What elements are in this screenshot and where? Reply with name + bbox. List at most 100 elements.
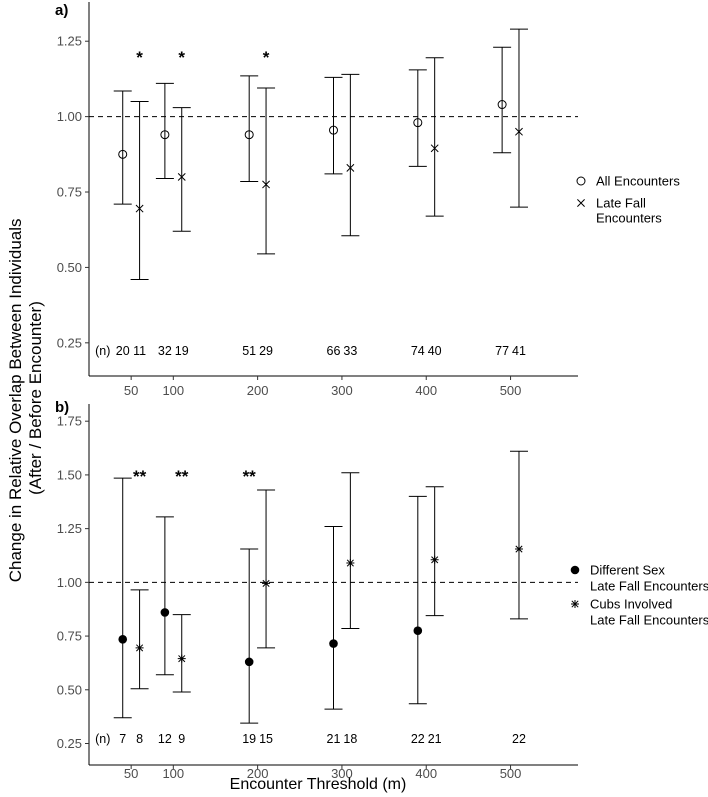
sample-size-label: 77	[495, 344, 509, 358]
data-point-x	[430, 144, 439, 153]
x-tick-label: 100	[162, 383, 184, 398]
y-axis-title-line-2: (After / Before Encounter)	[26, 301, 45, 495]
legend-marker-x	[577, 199, 585, 207]
data-point-asterisk	[430, 555, 439, 564]
significance-marker: **	[243, 467, 257, 486]
sample-size-label: 22	[411, 732, 425, 746]
y-tick-label: 1.50	[57, 467, 82, 482]
sample-size-label: 29	[259, 344, 273, 358]
sample-size-label: 19	[175, 344, 189, 358]
data-point-circle	[160, 130, 170, 140]
data-point-x	[262, 180, 271, 189]
data-point-asterisk	[262, 579, 271, 588]
sample-size-label: 32	[158, 344, 172, 358]
data-point-asterisk	[177, 654, 186, 663]
data-point-dot	[160, 608, 170, 617]
sample-size-label: 19	[242, 732, 256, 746]
legend-marker-circle	[576, 176, 586, 186]
y-axis-title-line-1: Change in Relative Overlap Between Indiv…	[6, 218, 25, 582]
panel-label: a)	[55, 2, 68, 19]
legend-label: Late Fall Encounters	[590, 613, 708, 628]
legend-marker-dot	[570, 565, 580, 575]
sample-size-label: 21	[428, 732, 442, 746]
data-point-asterisk	[514, 545, 523, 554]
sample-size-label: 11	[133, 344, 146, 358]
data-point-x	[346, 163, 355, 172]
legend-label: Encounters	[596, 211, 662, 226]
sample-size-label: 40	[428, 344, 442, 358]
sample-size-label: 9	[178, 732, 185, 746]
data-point-dot	[329, 639, 338, 648]
sample-size-label: 15	[259, 732, 273, 746]
x-axis-title: Encounter Threshold (m)	[230, 776, 407, 793]
data-point-dot	[413, 626, 423, 635]
sample-size-label: 22	[512, 732, 526, 746]
data-point-dot	[118, 634, 128, 644]
legend-label: Cubs Involved	[590, 597, 672, 612]
x-tick-label: 400	[415, 383, 437, 398]
y-tick-label: 0.50	[57, 260, 82, 275]
legend-label: Late Fall	[596, 196, 646, 211]
sample-size-label: 33	[343, 344, 357, 358]
panel-label: b)	[55, 399, 69, 416]
y-tick-label: 0.75	[57, 629, 82, 644]
data-point-circle	[118, 149, 128, 159]
legend-label: Different Sex	[590, 563, 665, 578]
data-point-dot	[244, 657, 254, 667]
x-tick-label: 200	[247, 766, 269, 781]
legend-marker-asterisk	[571, 600, 579, 608]
y-tick-label: 0.75	[57, 185, 82, 200]
sample-size-label: 8	[136, 732, 143, 746]
y-tick-label: 0.25	[57, 335, 82, 350]
y-tick-label: 1.25	[57, 521, 82, 536]
panel-a: a) 0.25 0.50 0.75 1.00 1.25 50 100 200 300 400 500 (…	[55, 2, 680, 398]
data-point-x	[515, 127, 523, 136]
sample-size-label: 66	[327, 344, 341, 358]
significance-marker: **	[175, 467, 189, 486]
y-tick-label: 1.00	[57, 575, 82, 590]
significance-marker: *	[136, 48, 143, 67]
data-point-circle	[497, 100, 507, 110]
sample-size-label: 12	[158, 732, 172, 746]
data-point-x	[177, 172, 186, 181]
significance-marker: *	[178, 48, 185, 67]
legend-label: All Encounters	[596, 174, 680, 189]
y-tick-label: 0.25	[57, 736, 82, 751]
y-axis-title: Change in Relative Overlap Between Indiv…	[6, 214, 45, 583]
significance-marker: **	[133, 467, 147, 486]
y-tick-label: 1.75	[57, 414, 82, 429]
data-point-circle	[329, 125, 338, 135]
data-point-circle	[413, 118, 423, 128]
panel-b: b) 0.25 0.50 0.75 1.00 1.25 1.50 1.75 50 100 200 30…	[55, 399, 708, 781]
sample-size-label: 21	[327, 732, 341, 746]
significance-marker: *	[263, 48, 270, 67]
x-tick-label: 300	[331, 766, 353, 781]
sample-size-label: 20	[116, 344, 130, 358]
data-point-asterisk	[346, 559, 355, 568]
x-tick-label: 50	[124, 766, 138, 781]
x-tick-label: 200	[247, 383, 269, 398]
y-tick-label: 1.00	[57, 109, 82, 124]
sample-size-label: 41	[512, 344, 526, 358]
n-prefix-label: (n)	[95, 732, 110, 746]
sample-size-label: 7	[119, 732, 126, 746]
data-point-x	[135, 204, 144, 213]
n-prefix-label: (n)	[95, 344, 110, 358]
data-point-circle	[244, 130, 254, 140]
x-tick-label: 500	[500, 766, 522, 781]
sample-size-label: 51	[242, 344, 256, 358]
y-tick-label: 1.25	[57, 34, 82, 49]
y-tick-label: 0.50	[57, 682, 82, 697]
x-tick-label: 50	[124, 383, 138, 398]
x-tick-label: 100	[162, 766, 184, 781]
sample-size-label: 74	[411, 344, 425, 358]
sample-size-label: 18	[343, 732, 357, 746]
x-tick-label: 500	[500, 383, 522, 398]
x-tick-label: 400	[415, 766, 437, 781]
legend-label: Late Fall Encounters	[590, 579, 708, 594]
x-tick-label: 300	[331, 383, 353, 398]
data-point-asterisk	[135, 643, 144, 652]
